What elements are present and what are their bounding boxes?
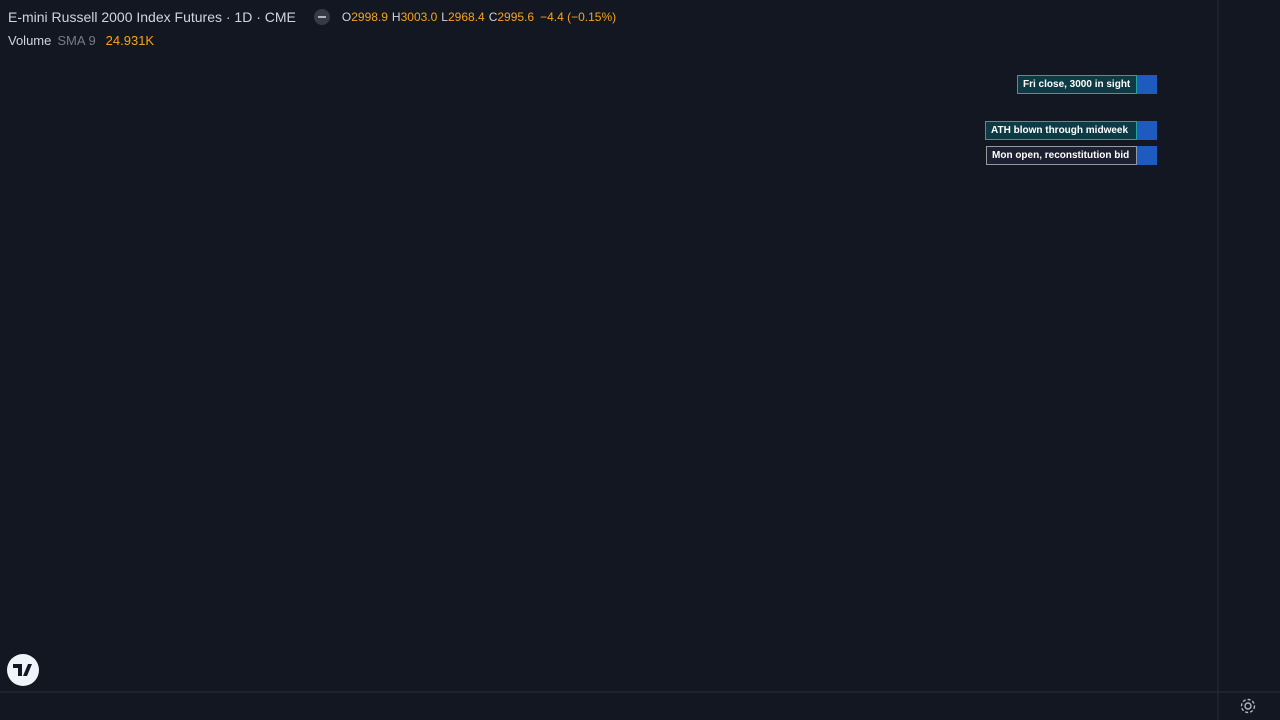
annotation[interactable]: Fri close, 3000 in sight: [1017, 75, 1157, 94]
ohlc-key: L: [441, 10, 448, 24]
volume-indicator: SMA 9: [57, 32, 96, 48]
annotation[interactable]: Mon open, reconstitution bid: [986, 146, 1157, 165]
ohlc-value: 3003.0: [400, 10, 438, 24]
change: −4.4 (−0.15%): [540, 10, 617, 24]
ohlc-key: O: [341, 10, 352, 24]
volume-title: Volume: [8, 32, 52, 48]
collapse-button[interactable]: [313, 9, 330, 25]
ohlc-value: 2968.4: [447, 10, 485, 24]
symbol-title: E-mini Russell 2000 Index Futures · 1D ·…: [8, 9, 296, 25]
settings-icon[interactable]: [1240, 698, 1256, 714]
ohlc-legend: O 2998.9 H 3003.0 L 2968.4 C 2995.6: [340, 10, 536, 24]
ohlc-key: H: [391, 10, 401, 24]
volume-legend: Volume SMA 9 24.931K: [8, 31, 154, 49]
annotation[interactable]: ATH blown through midweek: [985, 121, 1157, 140]
tradingview-logo: [7, 654, 39, 686]
ohlc-value: 2995.6: [497, 10, 535, 24]
ohlc-value: 2998.9: [351, 10, 388, 24]
volume-value: 24.931K: [105, 32, 155, 48]
header: E-mini Russell 2000 Index Futures · 1D ·…: [8, 7, 618, 27]
ohlc-key: C: [488, 10, 498, 24]
